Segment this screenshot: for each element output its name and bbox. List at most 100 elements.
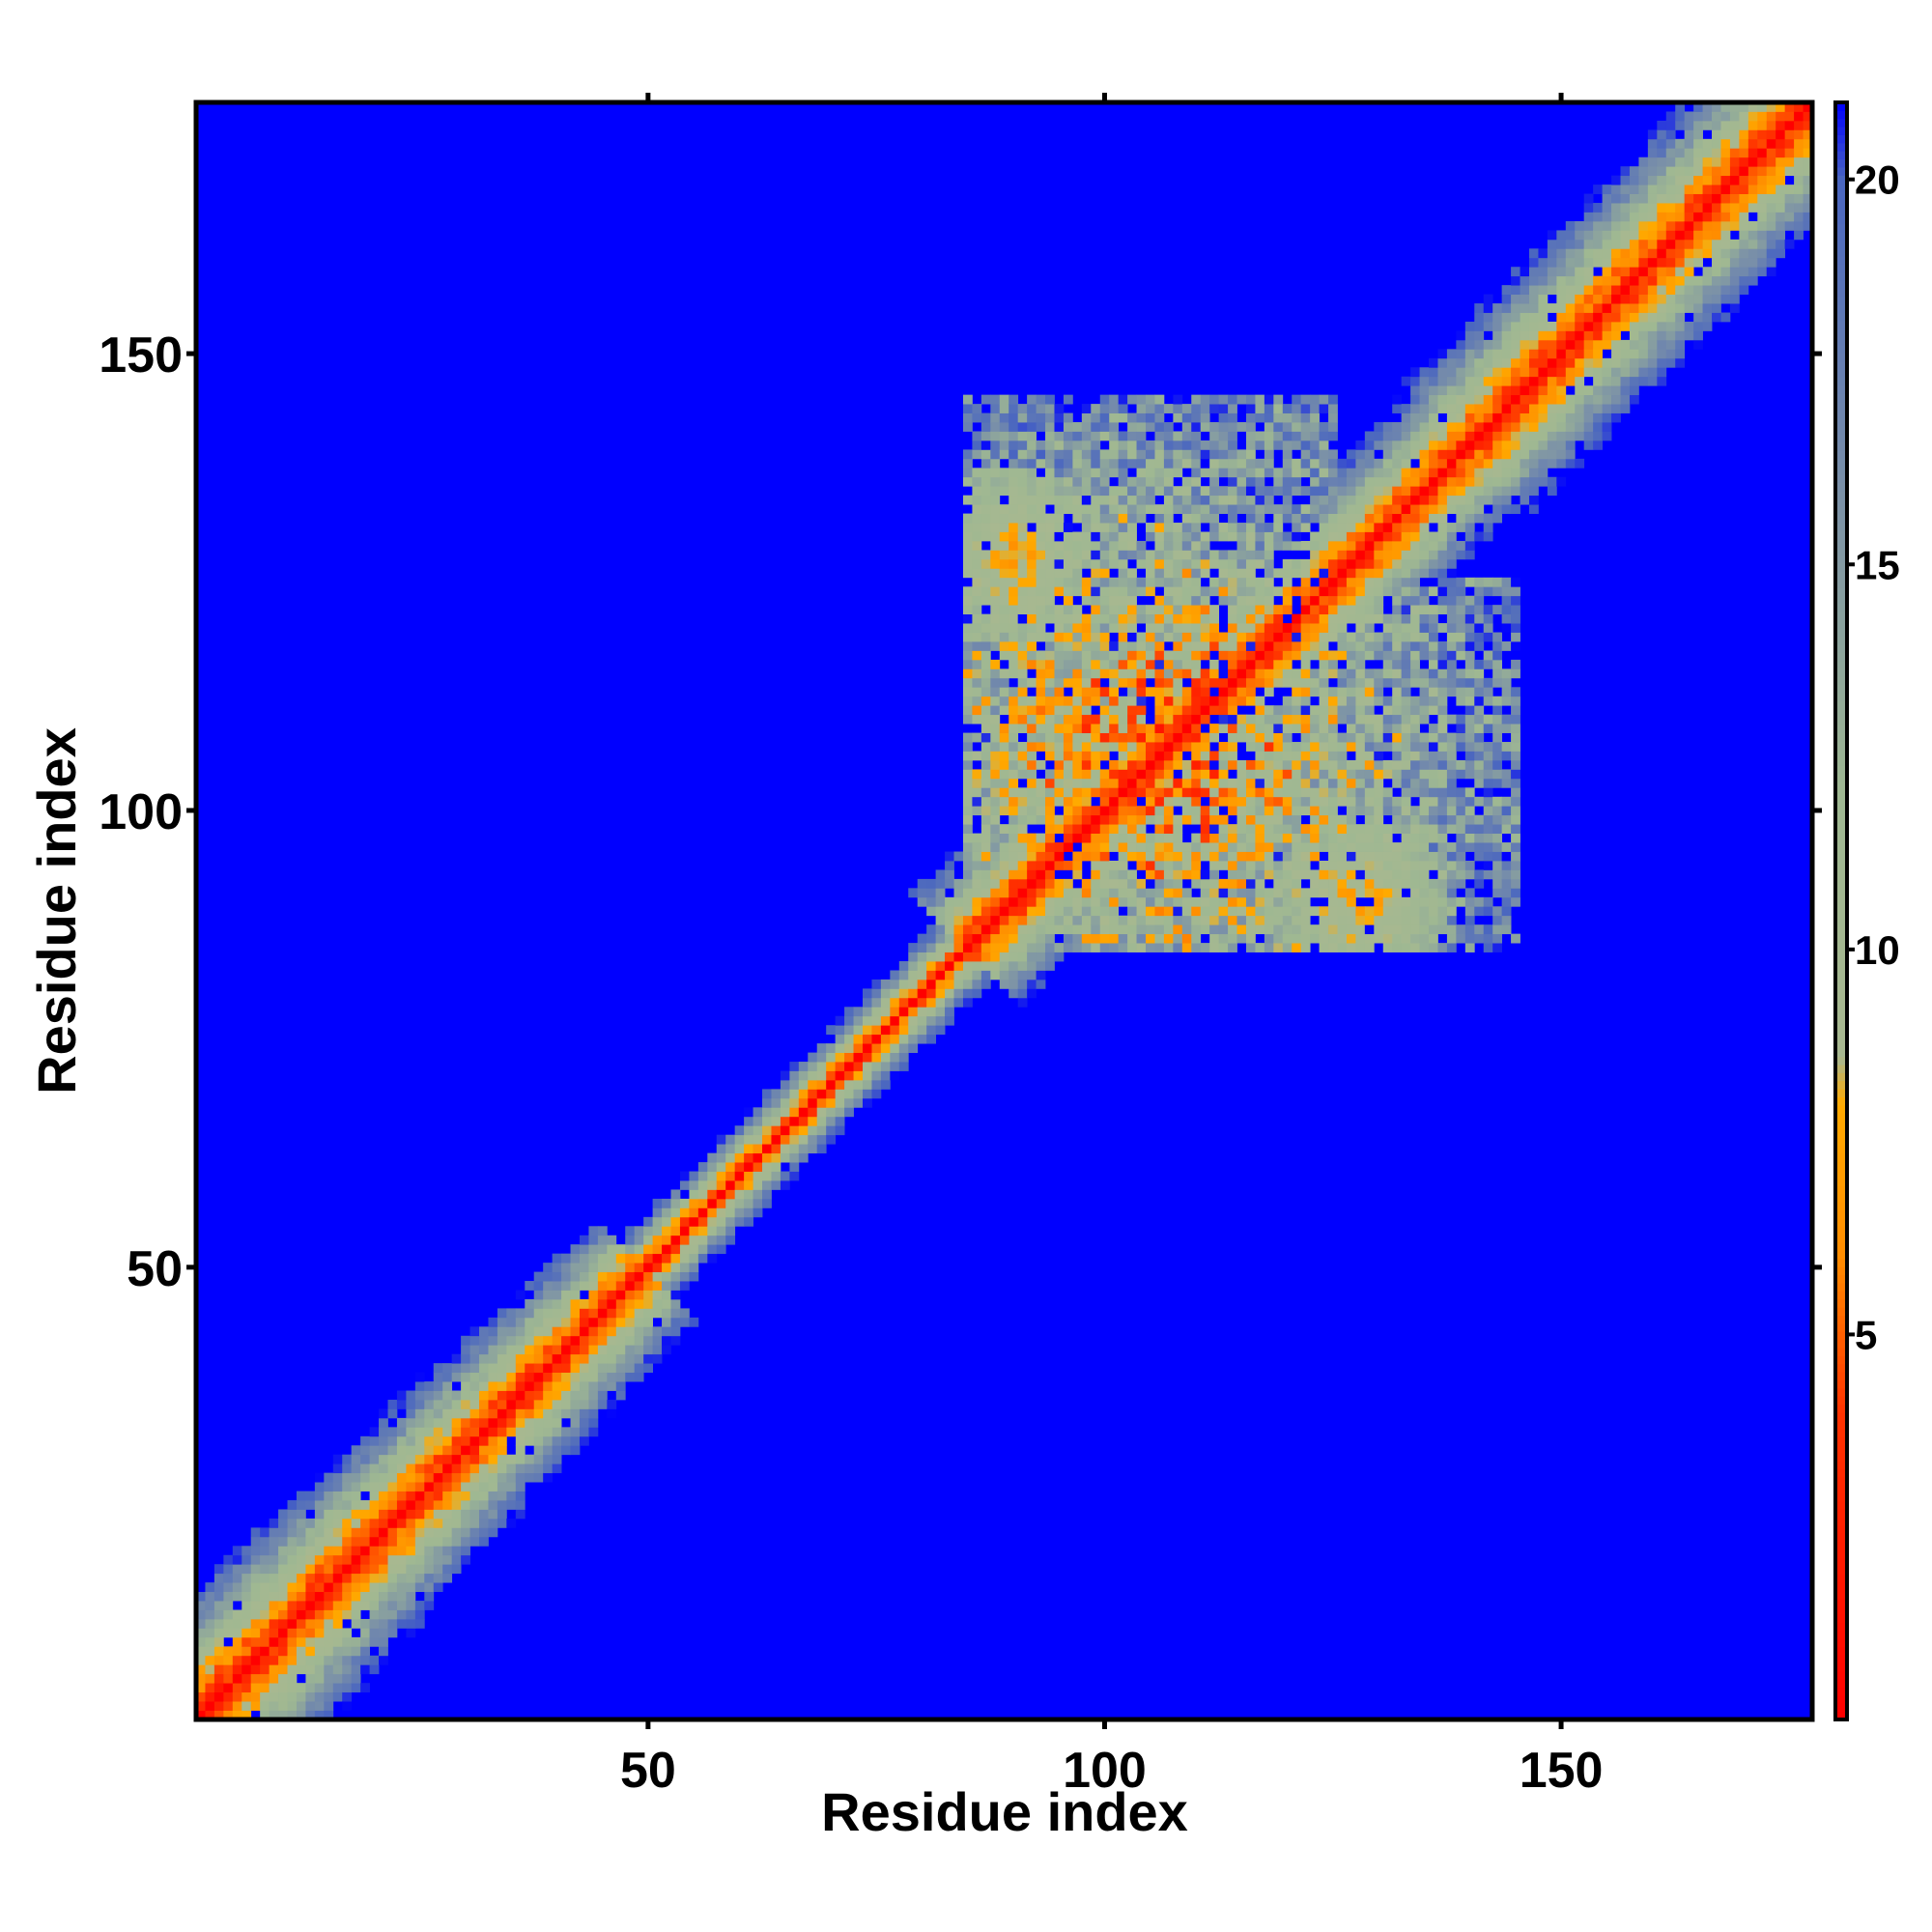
heatmap-cell — [1099, 422, 1110, 432]
heatmap-cell — [1401, 851, 1411, 862]
heatmap-cell — [1191, 915, 1202, 925]
heatmap-cell — [533, 1445, 544, 1456]
heatmap-cell — [1264, 613, 1274, 624]
heatmap-cell — [497, 1509, 507, 1520]
heatmap-cell — [515, 1500, 526, 1510]
heatmap-cell — [1173, 724, 1183, 733]
heatmap-cell — [634, 1372, 644, 1382]
heatmap-cell — [1063, 751, 1073, 761]
heatmap-cell — [1173, 714, 1183, 724]
heatmap-cell — [1355, 668, 1366, 679]
heatmap-cell — [1456, 824, 1466, 835]
heatmap-cell — [1236, 495, 1247, 505]
heatmap-cell — [570, 1417, 581, 1428]
heatmap-cell — [1054, 568, 1065, 579]
heatmap-cell — [324, 1518, 334, 1528]
heatmap-cell — [324, 1646, 334, 1657]
heatmap-cell — [369, 1518, 380, 1528]
heatmap-cell — [1118, 550, 1128, 560]
heatmap-cell — [1118, 806, 1128, 816]
heatmap-cell — [1091, 869, 1101, 880]
heatmap-cell — [1282, 595, 1293, 606]
heatmap-cell — [1236, 468, 1247, 478]
heatmap-cell — [1063, 769, 1073, 780]
heatmap-cell — [898, 961, 909, 971]
heatmap-cell — [652, 1208, 663, 1218]
heatmap-cell — [862, 1097, 872, 1108]
heatmap-cell — [1154, 824, 1165, 835]
heatmap-cell — [1492, 943, 1503, 952]
heatmap-cell — [515, 1290, 526, 1300]
heatmap-cell — [1492, 577, 1503, 587]
heatmap-cell — [1191, 568, 1202, 579]
heatmap-cell — [1027, 468, 1037, 478]
heatmap-cell — [1045, 933, 1055, 944]
heatmap-cell — [1109, 687, 1120, 697]
heatmap-cell — [1319, 623, 1329, 633]
heatmap-cell — [1382, 558, 1393, 569]
heatmap-cell — [1392, 394, 1403, 405]
heatmap-cell — [314, 1554, 325, 1565]
heatmap-cell — [287, 1518, 298, 1528]
heatmap-cell — [1346, 659, 1356, 669]
heatmap-cell — [552, 1253, 562, 1264]
heatmap-cell — [652, 1335, 663, 1346]
heatmap-cell — [1027, 412, 1037, 423]
heatmap-cell — [771, 1116, 781, 1126]
heatmap-cell — [597, 1290, 608, 1300]
heatmap-cell — [1200, 486, 1210, 497]
heatmap-cell — [1346, 888, 1356, 898]
heatmap-cell — [533, 1353, 544, 1364]
heatmap-cell — [561, 1390, 571, 1401]
heatmap-cell — [980, 687, 991, 697]
heatmap-cell — [1292, 531, 1302, 542]
heatmap-cell — [260, 1609, 270, 1620]
heatmap-cell — [223, 1573, 234, 1583]
heatmap-cell — [1446, 824, 1457, 835]
heatmap-cell — [1218, 668, 1229, 679]
heatmap-cell — [1118, 732, 1128, 743]
heatmap-cell — [990, 860, 1001, 870]
heatmap-cell — [1492, 385, 1503, 396]
heatmap-cell — [1310, 778, 1320, 788]
heatmap-cell — [379, 1591, 388, 1602]
heatmap-cell — [379, 1646, 388, 1657]
heatmap-cell — [396, 1618, 407, 1629]
heatmap-cell — [1492, 394, 1503, 405]
heatmap-cell — [1374, 650, 1384, 661]
heatmap-cell — [670, 1308, 681, 1319]
heatmap-cell — [1127, 814, 1137, 825]
heatmap-cell — [588, 1399, 599, 1409]
heatmap-cell — [1209, 394, 1220, 405]
heatmap-cell — [1446, 613, 1457, 624]
heatmap-cell — [1209, 440, 1220, 450]
heatmap-cell — [1483, 742, 1493, 752]
heatmap-cell — [1017, 632, 1028, 642]
heatmap-cell — [662, 1198, 671, 1208]
heatmap-cell — [1382, 842, 1393, 852]
heatmap-cell — [1209, 558, 1220, 569]
heatmap-cell — [1292, 869, 1302, 880]
heatmap-cell — [1492, 504, 1503, 514]
heatmap-cell — [1017, 896, 1028, 907]
heatmap-cell — [962, 806, 973, 816]
heatmap-cell — [396, 1582, 407, 1592]
heatmap-cell — [1319, 605, 1329, 615]
heatmap-cell — [1382, 796, 1393, 807]
heatmap-cell — [1054, 558, 1065, 569]
heatmap-cell — [1446, 751, 1457, 761]
heatmap-cell — [990, 814, 1001, 825]
heatmap-cell — [670, 1208, 681, 1218]
heatmap-cell — [360, 1655, 370, 1665]
heatmap-cell — [1419, 605, 1430, 615]
heatmap-cell — [990, 851, 1001, 862]
heatmap-cell — [525, 1281, 535, 1291]
heatmap-cell — [406, 1546, 416, 1556]
heatmap-cell — [1218, 422, 1229, 432]
heatmap-cell — [314, 1472, 325, 1483]
heatmap-cell — [1456, 677, 1466, 688]
heatmap-cell — [972, 605, 982, 615]
heatmap-cell — [515, 1417, 526, 1428]
heatmap-cell — [1146, 759, 1155, 770]
heatmap-cell — [1209, 531, 1220, 542]
